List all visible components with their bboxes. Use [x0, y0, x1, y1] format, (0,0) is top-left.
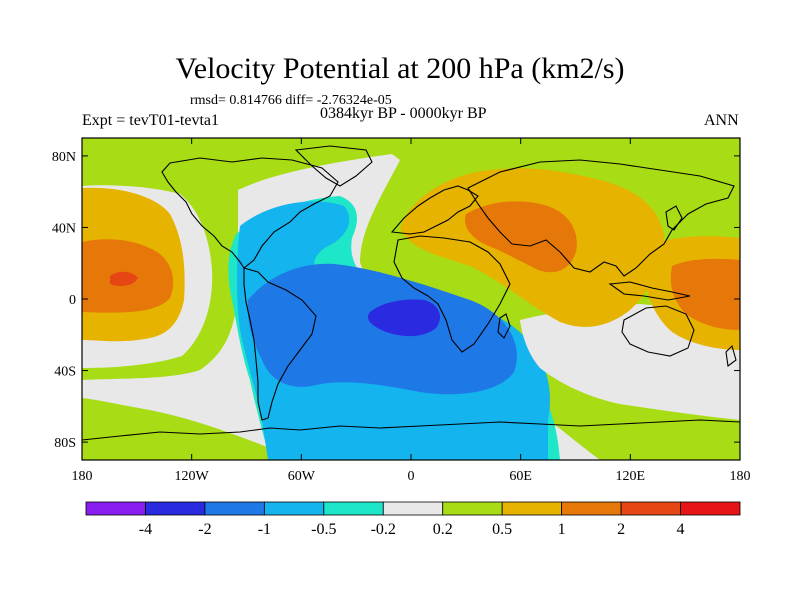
colorbar-swatch [561, 501, 622, 516]
region-pacific-east-max [670, 258, 740, 330]
colorbar-swatch [382, 501, 444, 516]
coastline-africa [393, 235, 511, 353]
y-tick-label: 80N [52, 150, 76, 165]
y-tick-label: 80S [54, 436, 76, 451]
contour-fields [82, 138, 740, 460]
axis-tick-labels: 180 120W 60W 0 60E 120E 180 80N 40N 0 40S 80S [52, 150, 751, 484]
coastline-asia [467, 159, 735, 277]
period-line: 0384kyr BP - 0000kyr BP [320, 105, 487, 122]
chart-title: Velocity Potential at 200 hPa (km2/s) [175, 52, 625, 85]
y-tick-label: 0 [69, 293, 76, 308]
y-tick-label: 40N [52, 221, 76, 236]
coastline-north-america [161, 157, 339, 269]
colorbar-level-label: -0.5 [311, 521, 336, 538]
colorbar: -4 -2 -1 -0.5 -0.2 0.2 0.5 1 2 4 [85, 501, 741, 538]
colorbar-swatch [204, 501, 265, 516]
axis-ticks [81, 138, 741, 460]
colorbar-level-label: -0.2 [371, 521, 396, 538]
colorbar-swatch [323, 501, 384, 516]
coastline-greenland [294, 145, 373, 187]
region-pacific-west-peak [110, 271, 138, 286]
coastline-europe [390, 185, 479, 235]
region-central-min [367, 299, 440, 337]
colorbar-level-label: 1 [558, 521, 566, 538]
stats-line: rmsd= 0.814766 diff= -2.76324e-05 [190, 93, 392, 108]
season-label: ANN [704, 112, 739, 129]
colorbar-level-label: 0.5 [492, 521, 512, 538]
colorbar-level-label: 4 [677, 521, 685, 538]
colorbar-level-label: -4 [139, 521, 152, 538]
x-tick-label: 60W [288, 469, 316, 484]
coastlines [82, 145, 740, 441]
coastline-madagascar [497, 313, 511, 339]
x-tick-label: 180 [730, 469, 751, 484]
colorbar-level-label: 2 [617, 521, 625, 538]
colorbar-swatch [442, 501, 503, 516]
colorbar-swatch [680, 501, 741, 516]
colorbar-level-label: -1 [258, 521, 271, 538]
colorbar-level-label: 0.2 [433, 521, 453, 538]
coastline-antarctica [82, 419, 740, 441]
coastline-new-zealand [725, 344, 737, 367]
coastline-australia [621, 305, 695, 357]
x-tick-label: 180 [72, 469, 93, 484]
x-tick-label: 120E [616, 469, 646, 484]
x-tick-label: 120W [175, 469, 210, 484]
colorbar-swatch [145, 501, 206, 516]
colorbar-swatch [263, 501, 325, 516]
experiment-label: Expt = tevT01-tevta1 [82, 112, 219, 129]
colorbar-level-label: -2 [198, 521, 211, 538]
colorbar-swatch [620, 501, 681, 516]
colorbar-swatch [501, 501, 563, 516]
x-tick-label: 60E [509, 469, 532, 484]
colorbar-swatch [85, 501, 146, 516]
coastline-japan [665, 205, 683, 231]
x-tick-label: 0 [408, 469, 415, 484]
y-tick-label: 40S [54, 365, 76, 380]
region-asia-max [464, 201, 577, 273]
coastline-south-america [243, 267, 317, 421]
coastline-indonesia [608, 281, 691, 301]
